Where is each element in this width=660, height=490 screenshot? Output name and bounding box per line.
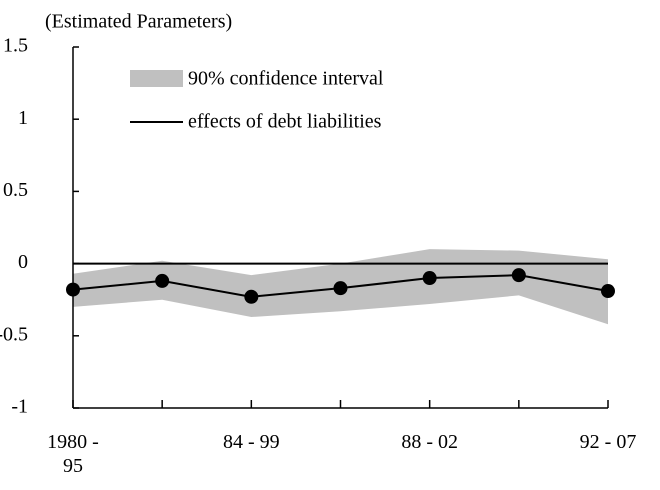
y-tick-label: 1 [18, 107, 28, 129]
marker [422, 271, 437, 286]
marker [511, 268, 526, 283]
y-tick-label: 1.5 [3, 35, 28, 57]
y-tick-label: 0 [18, 251, 28, 273]
marker [601, 284, 615, 299]
legend-label: effects of debt liabilities [188, 111, 382, 133]
y-tick-label: -1 [11, 396, 28, 418]
x-tick-label: 1980 - 95 [47, 431, 99, 477]
legend-swatch [130, 70, 183, 87]
x-tick-label: 88 - 02 [401, 431, 458, 453]
marker [155, 273, 170, 288]
marker [66, 282, 80, 297]
y-axis-label: (Estimated Parameters) [45, 11, 232, 33]
x-tick-label: 84 - 99 [222, 431, 280, 453]
y-tick-label: -0.5 [0, 323, 28, 345]
marker [333, 281, 348, 296]
legend-label: 90% confidence interval [188, 68, 384, 90]
marker [244, 289, 259, 304]
x-tick-label: 92 - 07 [579, 431, 637, 453]
y-tick-label: 0.5 [3, 179, 28, 201]
